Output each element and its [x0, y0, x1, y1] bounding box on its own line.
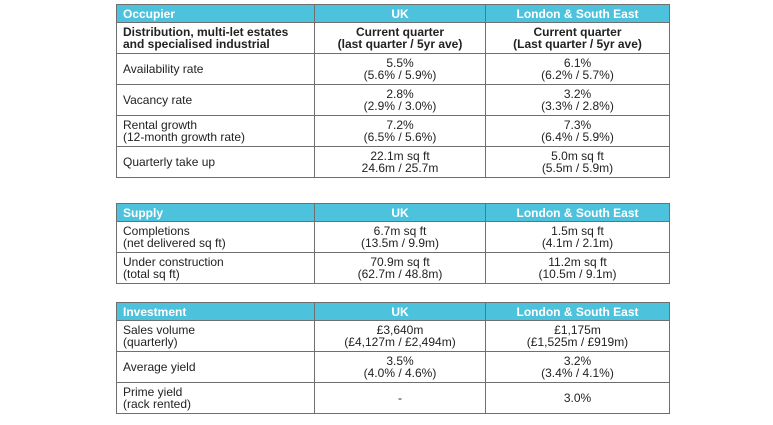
uk-value: 5.5% (5.6% / 5.9%)	[314, 53, 486, 85]
table-row: Under construction (total sq ft) 70.9m s…	[116, 252, 670, 284]
investment-table: Investment UK London & South East Sales …	[116, 302, 670, 414]
row-label: Availability rate	[116, 53, 315, 85]
lse-value: 1.5m sq ft (4.1m / 2.1m)	[485, 221, 670, 253]
uk-value: 7.2% (6.5% / 5.6%)	[314, 115, 486, 147]
investment-header-row: Investment UK London & South East	[116, 302, 670, 321]
lse-column-header: London & South East	[485, 302, 670, 321]
lse-value: 3.2% (3.3% / 2.8%)	[485, 84, 670, 116]
sector-label: Distribution, multi-let estates and spec…	[116, 22, 315, 54]
table-row: Completions (net delivered sq ft) 6.7m s…	[116, 221, 670, 253]
lse-value: 3.0%	[485, 382, 670, 414]
row-label: Prime yield (rack rented)	[116, 382, 315, 414]
occupier-subheader-row: Distribution, multi-let estates and spec…	[116, 22, 670, 54]
row-label: Under construction (total sq ft)	[116, 252, 315, 284]
uk-value: 22.1m sq ft 24.6m / 25.7m	[314, 146, 486, 178]
uk-value: 70.9m sq ft (62.7m / 48.8m)	[314, 252, 486, 284]
uk-value: 3.5% (4.0% / 4.6%)	[314, 351, 486, 383]
supply-header-row: Supply UK London & South East	[116, 203, 670, 222]
uk-period-label: Current quarter (last quarter / 5yr ave)	[314, 22, 486, 54]
table-row: Availability rate 5.5% (5.6% / 5.9%) 6.1…	[116, 53, 670, 85]
row-label: Rental growth (12-month growth rate)	[116, 115, 315, 147]
row-label: Completions (net delivered sq ft)	[116, 221, 315, 253]
row-label: Quarterly take up	[116, 146, 315, 178]
occupier-header: Occupier	[116, 4, 315, 23]
uk-value: 6.7m sq ft (13.5m / 9.9m)	[314, 221, 486, 253]
table-row: Prime yield (rack rented) - 3.0%	[116, 382, 670, 414]
table-row: Sales volume (quarterly) £3,640m (£4,127…	[116, 320, 670, 352]
lse-value: 7.3% (6.4% / 5.9%)	[485, 115, 670, 147]
lse-period-label: Current quarter (Last quarter / 5yr ave)	[485, 22, 670, 54]
table-row: Rental growth (12-month growth rate) 7.2…	[116, 115, 670, 147]
lse-column-header: London & South East	[485, 203, 670, 222]
lse-value: 5.0m sq ft (5.5m / 5.9m)	[485, 146, 670, 178]
occupier-table: Occupier UK London & South East Distribu…	[116, 4, 670, 178]
table-row: Quarterly take up 22.1m sq ft 24.6m / 25…	[116, 146, 670, 178]
row-label: Vacancy rate	[116, 84, 315, 116]
supply-table: Supply UK London & South East Completion…	[116, 203, 670, 284]
lse-value: £1,175m (£1,525m / £919m)	[485, 320, 670, 352]
lse-value: 11.2m sq ft (10.5m / 9.1m)	[485, 252, 670, 284]
uk-value: £3,640m (£4,127m / £2,494m)	[314, 320, 486, 352]
uk-value: -	[314, 382, 486, 414]
table-row: Vacancy rate 2.8% (2.9% / 3.0%) 3.2% (3.…	[116, 84, 670, 116]
uk-value: 2.8% (2.9% / 3.0%)	[314, 84, 486, 116]
lse-value: 3.2% (3.4% / 4.1%)	[485, 351, 670, 383]
supply-header: Supply	[116, 203, 315, 222]
uk-column-header: UK	[314, 4, 486, 23]
occupier-header-row: Occupier UK London & South East	[116, 4, 670, 23]
row-label: Average yield	[116, 351, 315, 383]
table-row: Average yield 3.5% (4.0% / 4.6%) 3.2% (3…	[116, 351, 670, 383]
row-label: Sales volume (quarterly)	[116, 320, 315, 352]
uk-column-header: UK	[314, 203, 486, 222]
lse-column-header: London & South East	[485, 4, 670, 23]
lse-value: 6.1% (6.2% / 5.7%)	[485, 53, 670, 85]
investment-header: Investment	[116, 302, 315, 321]
uk-column-header: UK	[314, 302, 486, 321]
